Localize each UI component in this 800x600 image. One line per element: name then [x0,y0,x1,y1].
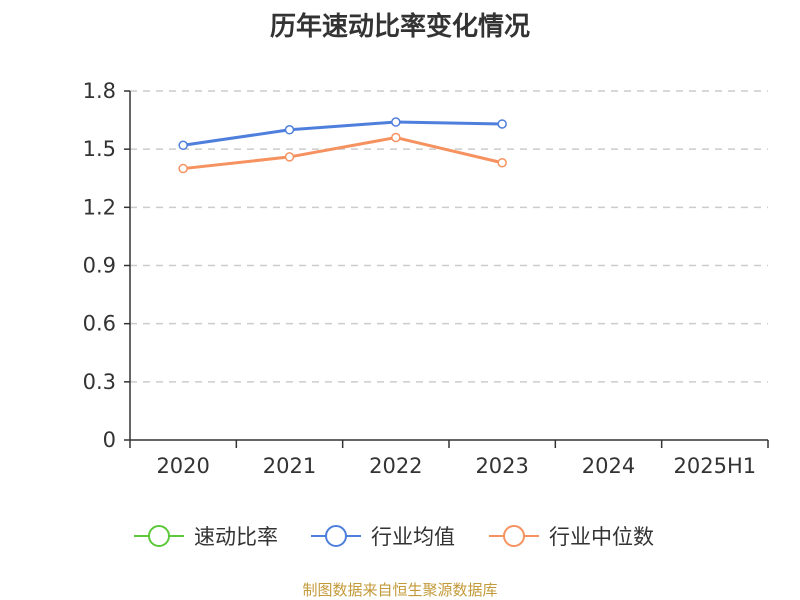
data-point [391,117,401,127]
x-tick-label: 2022 [369,454,422,478]
x-tick-label: 2025H1 [674,454,757,478]
data-point [178,163,188,174]
series-line [181,120,504,147]
source-note: 制图数据来自恒生聚源数据库 [302,581,498,599]
legend-marker [503,525,525,547]
data-point [391,132,401,143]
y-tick-label: 0 [103,428,116,452]
chart-title: 历年速动比率变化情况 [269,12,530,42]
y-tick-label: 1.2 [83,195,116,219]
x-tick-label: 2021 [263,454,316,478]
x-tick-label: 2020 [156,454,209,478]
axes: 0 0.3 0.6 0.9 1.2 1.5 1.8 2020 2021 2022 2023 2024 2… [83,79,769,478]
y-tick-label: 1.5 [83,137,116,161]
data-point [497,157,507,168]
grid-lines [130,90,768,383]
legend-item-1: 行业均值 [311,525,455,549]
y-tick-label: 0.6 [83,312,116,336]
x-tick-label: 2023 [475,454,528,478]
series-1 [178,117,507,151]
series-lines [178,117,507,174]
y-tick-label: 0.3 [83,370,116,394]
legend-label: 行业中位数 [549,525,654,549]
legend-marker [325,525,347,547]
data-point [284,125,295,135]
legend-item-0: 速动比率 [134,525,278,549]
legend: 速动比率 行业均值 行业中位数 [134,525,654,549]
legend-marker [148,525,170,547]
legend-item-2: 行业中位数 [489,525,654,549]
data-point [497,119,507,129]
legend-label: 速动比率 [194,525,278,549]
series-line [181,136,504,171]
legend-label: 行业均值 [371,525,455,549]
y-tick-label: 1.8 [83,79,116,103]
x-tick-label: 2024 [582,454,635,478]
data-point [178,140,188,151]
data-point [284,152,295,162]
y-tick-label: 0.9 [83,254,116,278]
series-2 [178,132,507,174]
